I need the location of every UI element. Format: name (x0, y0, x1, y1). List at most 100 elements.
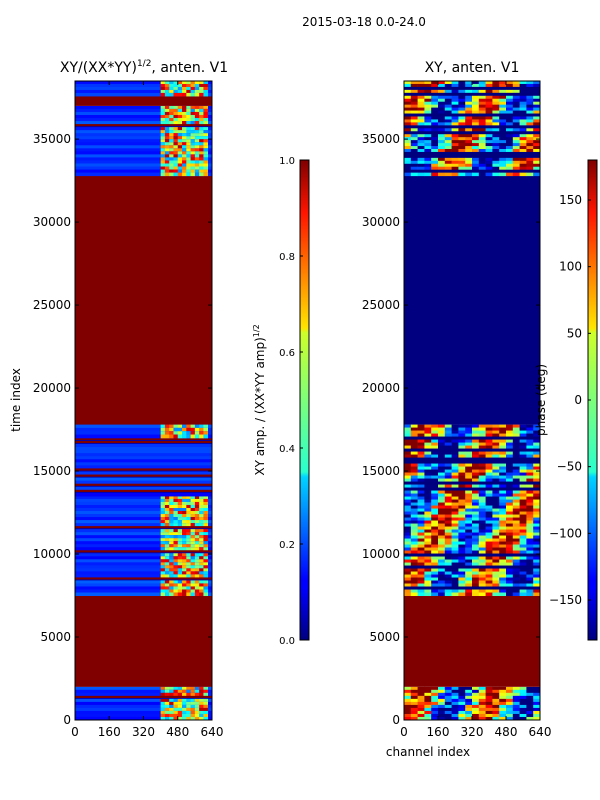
amp-cell (177, 172, 183, 177)
phase-cell (485, 134, 493, 138)
phase-cell (417, 580, 425, 585)
phase-cell (478, 511, 486, 516)
phase-cell (492, 592, 500, 597)
phase-cell (444, 508, 452, 513)
phase-cell (512, 686, 520, 691)
phase-cell (458, 137, 466, 141)
phase-cell (424, 146, 432, 150)
amp-cell (190, 508, 196, 512)
phase-cell (444, 707, 452, 712)
phase-cell (526, 110, 534, 115)
amp-cell (160, 716, 166, 721)
phase-cell (404, 107, 412, 112)
phase-cell (417, 143, 425, 147)
amp-cell (190, 495, 196, 500)
amp-cell (199, 583, 204, 587)
amp-cell (160, 538, 166, 542)
phase-cell (485, 166, 493, 171)
phase-cell (506, 484, 514, 489)
amp-cell (177, 586, 183, 590)
phase-cell (410, 424, 418, 429)
phase-cell (492, 430, 500, 435)
amp-cell (186, 713, 191, 718)
amp-cell (182, 514, 187, 518)
amp-cell (177, 523, 183, 527)
phase-cell (478, 710, 486, 715)
amp-cell (182, 172, 187, 177)
amp-cell (190, 511, 196, 515)
phase-cell (438, 128, 446, 132)
phase-cell (404, 517, 412, 522)
phase-cell (451, 580, 459, 585)
phase-cell (512, 577, 520, 582)
phase-cell (431, 526, 439, 531)
phase-cell (533, 81, 541, 85)
phase-cell (451, 172, 459, 177)
amp-cell (160, 139, 166, 143)
phase-cell (512, 122, 520, 126)
phase-cell (492, 424, 500, 429)
phase-cell (431, 137, 439, 141)
phase-cell (410, 137, 418, 141)
phase-cell (465, 128, 473, 132)
phase-cell (472, 163, 480, 168)
phase-cell (410, 502, 418, 507)
phase-cell (499, 454, 507, 459)
amp-cell (186, 589, 191, 594)
phase-cell (472, 571, 480, 576)
amp-cell (160, 148, 166, 152)
amp-cell (186, 698, 191, 703)
amp-cell (203, 686, 209, 691)
phase-cell (417, 496, 425, 501)
amp-row (75, 166, 212, 171)
phase-cell (519, 89, 527, 94)
amp-cell (173, 535, 179, 539)
phase-cell (458, 472, 466, 477)
phase-cell (404, 550, 412, 555)
phase-cell (438, 427, 446, 432)
phase-cell (404, 532, 412, 537)
phase-cell (431, 692, 439, 697)
phase-cell (410, 562, 418, 567)
amp-cell (177, 556, 183, 560)
amp-cell (190, 130, 196, 134)
amp-cell (169, 498, 174, 503)
phase-cell (458, 148, 466, 153)
amp-flagged-row (75, 695, 212, 698)
amp-cell (190, 541, 196, 545)
phase-cell (506, 562, 514, 567)
amp-cell (182, 139, 187, 143)
phase-cell (424, 148, 432, 153)
phase-cell (472, 511, 480, 516)
amp-cell (186, 151, 191, 155)
phase-cell (512, 463, 520, 468)
amp-cell (173, 163, 179, 168)
phase-cell (533, 698, 541, 703)
phase-cell (417, 523, 425, 528)
phase-cell (431, 134, 439, 138)
x-tick-label: 320 (132, 725, 155, 739)
phase-cell (410, 140, 418, 144)
amp-cell (160, 508, 166, 512)
phase-cell (431, 122, 439, 126)
phase-cell (499, 535, 507, 540)
phase-cell (485, 514, 493, 519)
phase-cell (417, 424, 425, 429)
phase-cell (499, 83, 507, 88)
phase-cell (451, 544, 459, 549)
amp-cell (190, 118, 196, 122)
phase-cell (519, 496, 527, 501)
phase-cell (526, 544, 534, 549)
amp-cell (182, 498, 187, 503)
amp-cell (186, 133, 191, 137)
phase-cell (424, 520, 432, 525)
amp-colorbar-gradient (299, 159, 310, 641)
phase-cell (444, 571, 452, 576)
phase-cell (438, 140, 446, 144)
amp-cell (182, 541, 187, 545)
amp-cell (164, 89, 170, 94)
phase-cell (444, 698, 452, 703)
phase-cell (410, 532, 418, 537)
phase-cell (465, 157, 473, 162)
amp-cell (199, 81, 204, 85)
